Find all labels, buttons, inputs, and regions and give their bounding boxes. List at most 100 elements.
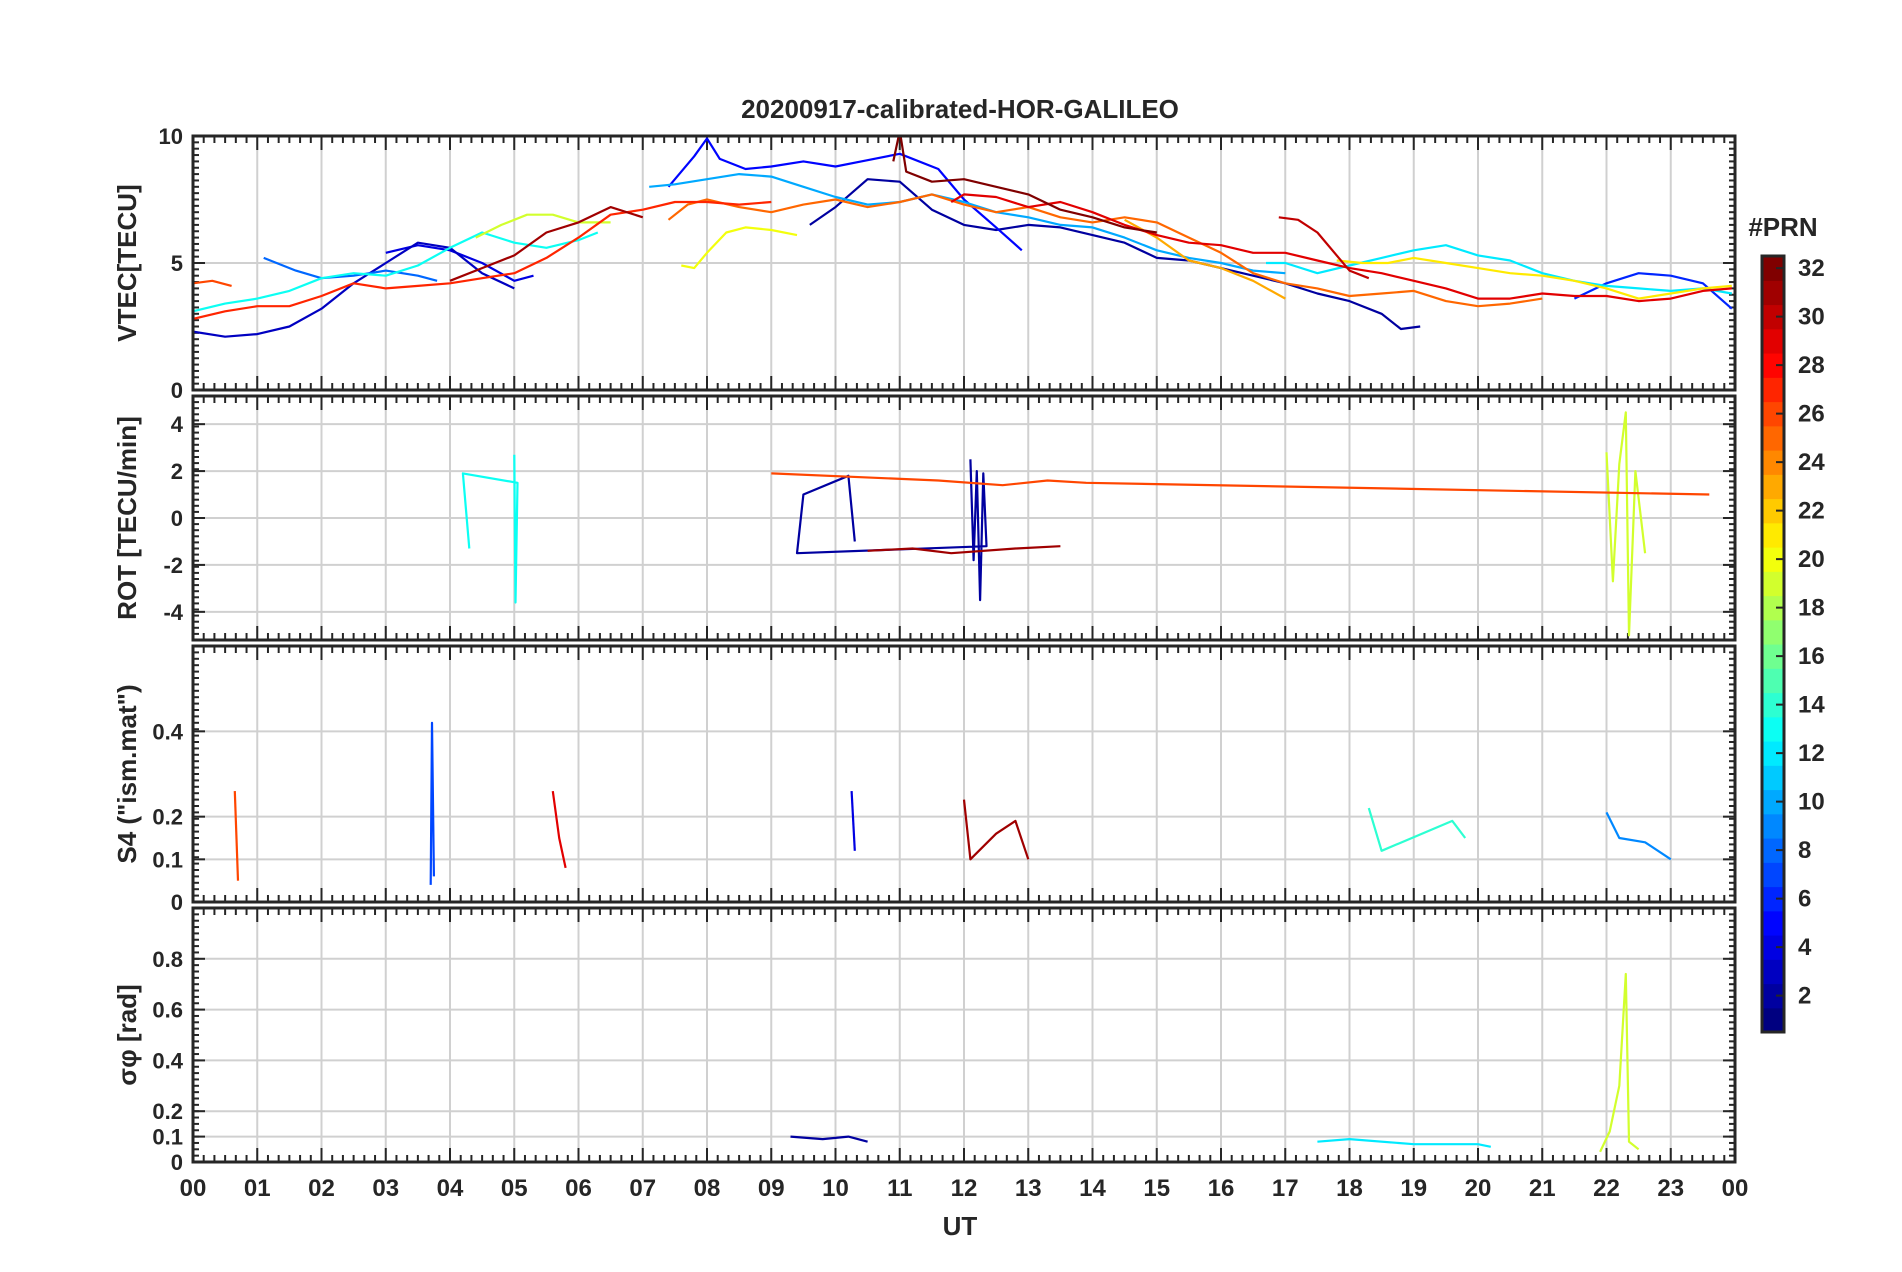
y-tick-label: 0.8 [152,947,183,972]
x-tick-label: 18 [1336,1175,1363,1202]
y-axis-label: S4 ("ism.mat") [112,684,142,863]
colorbar-tick-label: 28 [1798,352,1825,379]
colorbar-segment [1762,741,1784,766]
colorbar-segment [1762,353,1784,378]
series-line-prn-7 [429,721,435,885]
series-line-prn-20 [681,226,798,270]
colorbar-segment [1762,328,1784,354]
x-tick-label: 07 [629,1175,656,1202]
colorbar-segment [1762,692,1784,718]
colorbar-segment [1762,983,1784,1009]
x-tick-label: 16 [1208,1175,1235,1202]
series-line-prn-2 [795,459,988,602]
series-line-prn-19 [1599,972,1640,1153]
y-tick-label: 0.1 [152,1125,183,1150]
series-group [790,972,1640,1153]
y-tick-label: -4 [163,600,183,625]
series-line-prn-13 [461,454,519,604]
series-line-prn-31 [867,545,1061,555]
colorbar-segment [1762,450,1784,475]
y-axis-label: VTEC[TECU] [112,184,142,341]
colorbar-segment [1762,1007,1784,1033]
colorbar-tick-label: 18 [1798,595,1825,622]
chart-title: 20200917-calibrated-HOR-GALILEO [741,94,1179,124]
y-tick-label: 0.4 [152,719,183,744]
x-tick-label: 01 [244,1175,271,1202]
y-tick-label: 0 [171,890,183,915]
y-axis-label: σφ [rad] [112,984,142,1085]
colorbar-frame [1760,254,1786,1034]
y-tick-label: 0.6 [152,998,183,1023]
series-group [193,136,1733,338]
colorbar-tick-label: 22 [1798,498,1825,525]
series-line-prn-32 [892,136,1157,234]
series-line-prn-5 [667,137,1023,252]
x-tick-label: 23 [1657,1175,1684,1202]
series-line-prn-26 [233,791,240,881]
series-line-prn-29 [551,790,567,869]
x-tick-labels: 00 01 02 03 04 05 06 07 08 09 10 11 12 13 14 15 16 17 18 19… [180,1175,1749,1202]
colorbar-tick-label: 4 [1798,934,1812,961]
colorbar-segment [1762,910,1784,936]
y-tick-label: 2 [171,459,183,484]
x-tick-label: 11 [887,1175,912,1202]
series-line-prn-12 [1317,1138,1492,1148]
series-line-prn-23 [1124,218,1286,300]
y-tick-label: 10 [159,124,183,149]
colorbar-segment [1762,716,1784,742]
colorbar-tick-label: 14 [1798,692,1825,719]
panel-frame [191,906,1737,1164]
x-tick-label: 08 [694,1175,721,1202]
colorbar-segment [1762,959,1784,985]
colorbar-segment [1762,838,1784,863]
colorbar-tick-label: 26 [1798,401,1825,428]
series-line-prn-26 [193,279,232,287]
colorbar-segment [1762,886,1784,912]
y-tick-label: 0 [171,378,183,403]
series-line-prn-31 [449,206,644,282]
colorbar-segment [1762,644,1784,669]
x-tick-label: 20 [1465,1175,1492,1202]
colorbar-segment [1762,377,1784,403]
x-tick-label: 17 [1272,1175,1299,1202]
colorbar-segment [1762,304,1784,330]
x-tick-label: 13 [1015,1175,1042,1202]
x-tick-label: 02 [308,1175,335,1202]
x-tick-label: 10 [822,1175,849,1202]
series-line-prn-8 [263,256,438,282]
colorbar-tick-label: 10 [1798,789,1825,816]
colorbar-segment [1762,619,1784,645]
series-group [233,721,1672,885]
series-line-prn-2 [790,1135,868,1143]
colorbar-tick-label: 2 [1798,983,1811,1010]
series-line-prn-4 [850,791,856,851]
x-tick-label: 14 [1079,1175,1106,1202]
colorbar-tick-label: 12 [1798,740,1825,767]
series-line-prn-9 [1605,811,1672,861]
series-line-prn-25 [667,193,1543,308]
x-tick-label: 09 [758,1175,785,1202]
y-tick-label: 0.2 [152,805,183,830]
series-line-prn-21 [1336,256,1732,300]
y-tick-label: 0 [171,1150,183,1175]
colorbar-segment [1762,280,1784,306]
x-tick-label: 04 [437,1175,464,1202]
colorbar-segment [1762,256,1784,281]
colorbar-segment [1762,789,1784,815]
x-tick-label: 00 [180,1175,207,1202]
colorbar-tick-label: 32 [1798,255,1825,282]
y-tick-label: 4 [171,412,184,437]
series-line-prn-26 [771,472,1710,496]
panel-frame [191,134,1737,392]
colorbar-segment [1762,595,1784,621]
series-line-prn-13 [193,231,599,313]
series-line-prn-27 [193,200,772,320]
y-tick-label: 0 [171,506,183,531]
x-tick-label: 15 [1143,1175,1170,1202]
panel-frame [191,394,1737,642]
colorbar-segment [1762,571,1784,597]
series-line-prn-29 [950,193,1732,303]
panel-4: 00.10.2 0.4 0.6 0.8 σφ [rad] [112,906,1737,1175]
